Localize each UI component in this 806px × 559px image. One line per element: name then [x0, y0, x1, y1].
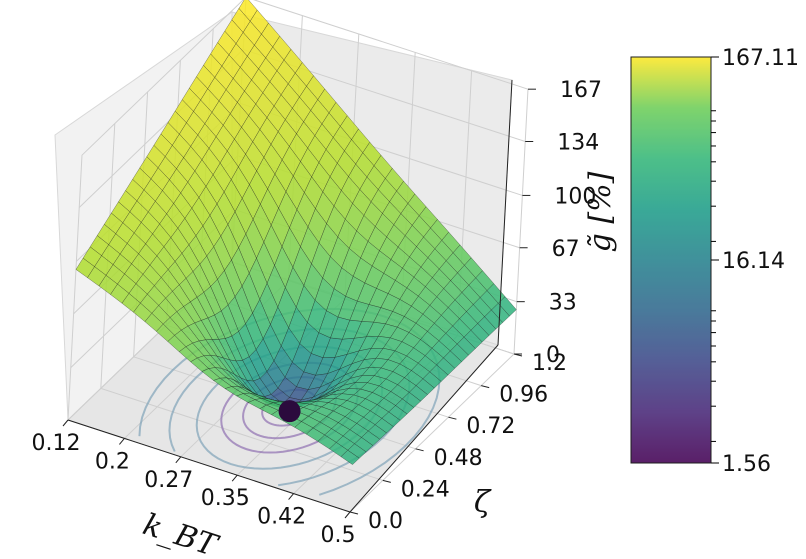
z-axis-label: g̃ [%]: [583, 171, 618, 252]
contour-line: [318, 444, 407, 496]
grid-line-z: [81, 0, 529, 156]
y-tick-label: 0.72: [466, 414, 515, 439]
z-tick-label: 33: [549, 291, 577, 316]
axis-ticks: 0.12 0.2 0.27 0.35 0.42 0.5 0.0 0.24 0.48 0.72 0.9…: [32, 78, 602, 548]
z-tick-label: 167: [560, 78, 602, 103]
y-axis-line: [349, 344, 499, 513]
z-tick-label: 100: [554, 184, 596, 209]
z-tick-label: 67: [552, 237, 580, 262]
x-axis-line: [67, 419, 351, 513]
y-tick-label: 1.2: [532, 351, 567, 376]
y-tick-label: 0.96: [499, 383, 548, 408]
z-tick-label: 134: [557, 131, 599, 156]
colorbar-label-max: 167.11: [722, 46, 799, 71]
y-tick: [415, 448, 424, 452]
x-tick: [231, 474, 238, 482]
y-tick-label: 0.48: [434, 446, 483, 471]
y-tick: [481, 385, 490, 389]
x-tick: [119, 438, 125, 445]
colorbar: [630, 56, 712, 464]
surface: [75, 0, 517, 465]
y-tick: [349, 511, 359, 515]
marker-layer: [278, 400, 301, 423]
y-tick: [448, 416, 457, 420]
x-tick-label: 0.5: [321, 523, 356, 548]
x-tick-label: 0.35: [201, 486, 250, 511]
z-axis-line: [497, 79, 513, 346]
surface-patch: [340, 449, 360, 465]
x-tick: [288, 493, 294, 500]
minimum-marker: [278, 400, 301, 423]
x-tick-label: 0.42: [257, 505, 306, 530]
colorbar-label-mid: 16.14: [722, 249, 785, 274]
y-tick-label: 0.0: [368, 509, 403, 534]
x-tick-label: 0.12: [32, 431, 81, 456]
x-tick-label: 0.27: [144, 468, 193, 493]
colorbar-minor-ticks: [711, 110, 716, 442]
x-axis-label: k_BT: [139, 507, 223, 559]
x-tick: [344, 511, 351, 519]
colorbar-label-min: 1.56: [722, 452, 771, 477]
z-tick-label: 0: [546, 343, 560, 368]
y-axis-label: ζ: [474, 485, 492, 520]
y-tick: [382, 479, 391, 483]
y-tick-label: 0.24: [401, 477, 450, 502]
x-tick: [175, 456, 182, 464]
x-tick: [62, 419, 69, 427]
x-tick-label: 0.2: [95, 449, 130, 474]
